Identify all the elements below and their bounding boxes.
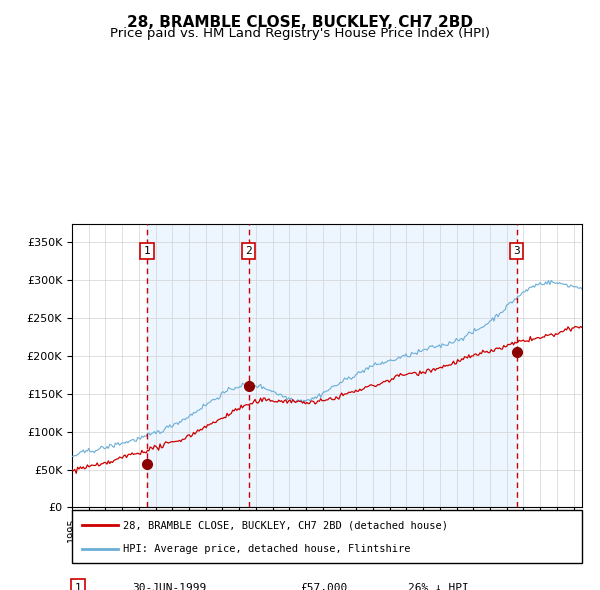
Text: 26% ↓ HPI: 26% ↓ HPI [408, 583, 469, 590]
Text: HPI: Average price, detached house, Flintshire: HPI: Average price, detached house, Flin… [123, 543, 410, 553]
Text: Price paid vs. HM Land Registry's House Price Index (HPI): Price paid vs. HM Land Registry's House … [110, 27, 490, 40]
FancyBboxPatch shape [72, 510, 582, 563]
Text: 1: 1 [144, 246, 151, 256]
Text: 28, BRAMBLE CLOSE, BUCKLEY, CH7 2BD (detached house): 28, BRAMBLE CLOSE, BUCKLEY, CH7 2BD (det… [123, 520, 448, 530]
Text: 28, BRAMBLE CLOSE, BUCKLEY, CH7 2BD: 28, BRAMBLE CLOSE, BUCKLEY, CH7 2BD [127, 15, 473, 30]
Text: 3: 3 [513, 246, 520, 256]
Text: 2: 2 [245, 246, 252, 256]
Text: 30-JUN-1999: 30-JUN-1999 [132, 583, 206, 590]
Bar [147, 224, 517, 507]
Text: 1: 1 [74, 583, 82, 590]
Text: £57,000: £57,000 [300, 583, 347, 590]
